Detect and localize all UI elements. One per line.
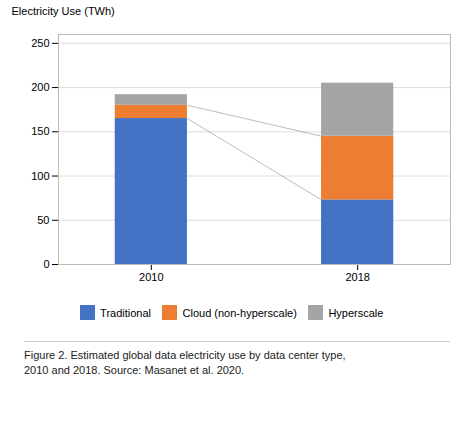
- svg-text:2010: 2010: [139, 271, 163, 283]
- svg-text:200: 200: [31, 81, 49, 93]
- svg-text:2018: 2018: [345, 271, 369, 283]
- svg-text:50: 50: [37, 214, 49, 226]
- svg-text:Electricity Use (TWh): Electricity Use (TWh): [12, 5, 115, 17]
- html-text:Figure 2. Estimated global dat: Figure 2. Estimated global data electric…: [24, 348, 346, 361]
- html-text:Traditional: Traditional: [100, 306, 151, 319]
- html-text:Hyperscale: Hyperscale: [328, 306, 384, 319]
- html-text:Cloud (non-hyperscale): Cloud (non-hyperscale): [182, 306, 297, 319]
- svg-text:0: 0: [43, 258, 49, 270]
- svg-text:150: 150: [31, 125, 49, 137]
- svg-text:250: 250: [31, 37, 49, 49]
- html-text:2010 and 2018. Source: Masanet: 2010 and 2018. Source: Masanet et al. 20…: [24, 364, 245, 377]
- svg-text:100: 100: [31, 170, 49, 182]
